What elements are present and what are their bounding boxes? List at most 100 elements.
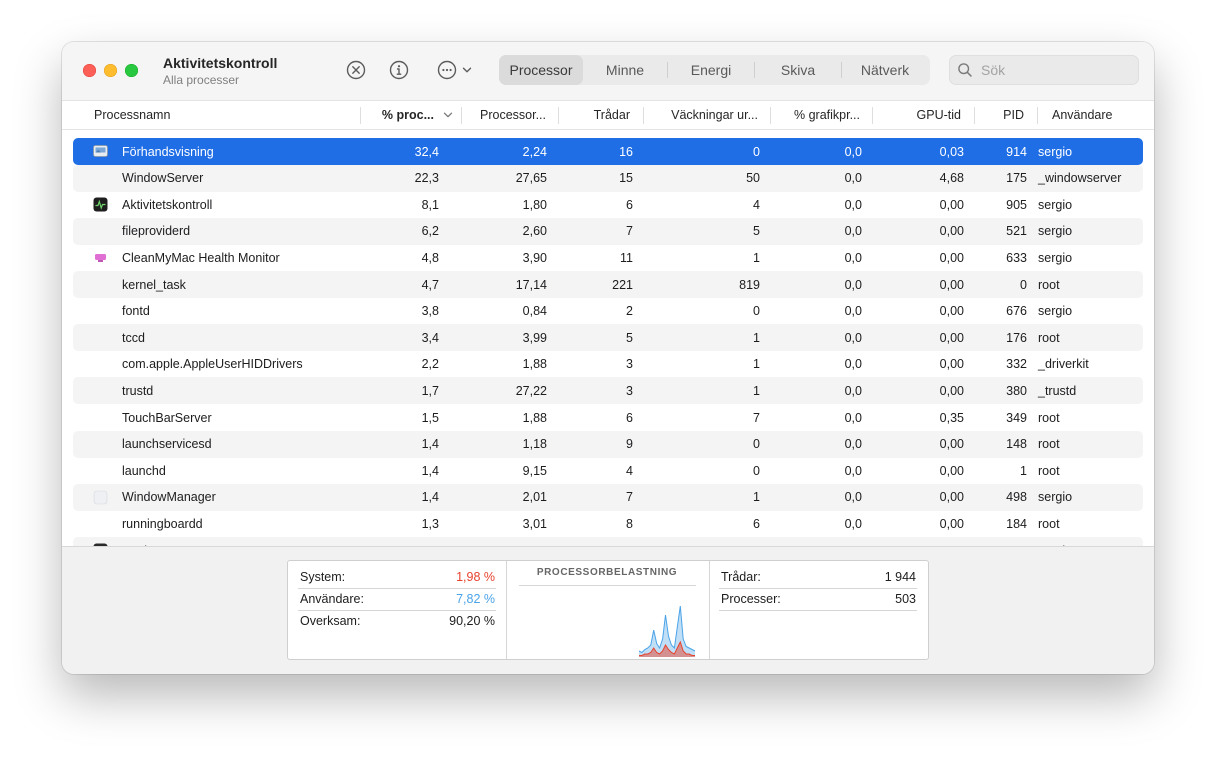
pid-cell: 498: [1006, 490, 1027, 505]
column-header-cpu-percent[interactable]: % proc...: [381, 108, 434, 122]
threads-cell: 16: [619, 144, 633, 159]
cpu-percent-cell: 1,4: [421, 437, 439, 452]
table-row[interactable]: com.apple.AppleUserHIDDrivers 2,2 1,88 3 1 0,…: [73, 351, 1143, 378]
pid-cell: 0: [1020, 277, 1027, 292]
more-actions-menu[interactable]: [434, 59, 474, 81]
table-row[interactable]: Förhandsvisning 32,4 2,24 16 0 0,0 0,03 914 serg…: [73, 138, 1143, 165]
pid-cell: 649: [976, 537, 1027, 547]
ellipsis-circle-icon: [437, 60, 457, 80]
user-cell: sergio: [1038, 304, 1073, 319]
cpu-percent-cell: 3,4: [421, 330, 439, 345]
threads-cell: 2: [626, 304, 633, 319]
cpu-percent-cell: 3,8: [421, 304, 439, 319]
idle-wakeups-cell: 0: [753, 463, 760, 478]
tab-energi[interactable]: Energi: [690, 62, 732, 78]
threads-cell: 3: [626, 357, 633, 372]
threads-cell: 7: [626, 490, 633, 505]
pid-cell: 914: [1006, 144, 1027, 159]
process-name-cell: launchservicesd: [122, 437, 212, 452]
user-cell: sergio: [1038, 144, 1073, 159]
column-header-gpu-percent[interactable]: % grafikpr...: [794, 108, 860, 122]
cpu-time-cell: 2,24: [522, 144, 547, 159]
cpu-percent-cell: 8,1: [421, 197, 439, 212]
table-row[interactable]: trustd 1,7 27,22 3 1 0,0 0,00 380 _trustd: [73, 377, 1143, 405]
tab-skiva[interactable]: Skiva: [780, 62, 816, 78]
column-header-process-name[interactable]: Processnamn: [94, 108, 171, 122]
pid-cell: 676: [1006, 304, 1027, 319]
tab-processor[interactable]: Processor: [499, 55, 583, 85]
table-row[interactable]: Dock1,1 3,18 8 11 0,0 0,00 649 sergio: [73, 537, 1143, 546]
idle-wakeups-cell: 1: [753, 357, 760, 372]
table-row[interactable]: fontd 3,8 0,84 2 0 0,0 0,00 676 sergio: [73, 298, 1143, 325]
column-header-gpu-time[interactable]: GPU-tid: [916, 108, 961, 122]
table-row[interactable]: TouchBarServer 1,5 1,88 6 7 0,0 0,35 349 root: [73, 404, 1143, 431]
cpu-percent-cell: 1,3: [421, 516, 439, 531]
process-name-cell: com.apple.AppleUserHIDDrivers: [122, 357, 303, 372]
zoom-window-button[interactable]: [125, 64, 138, 77]
cpu-load-graph: [638, 606, 696, 657]
stat-user: Användare: 7,82 %: [300, 588, 495, 610]
table-row[interactable]: launchservicesd 1,4 1,18 9 0 0,0 0,00 148 root: [73, 430, 1143, 458]
table-row[interactable]: kernel_task 4,7 17,14 221 819 0,0 0,00 0 root: [73, 271, 1143, 298]
column-header-threads[interactable]: Trådar: [593, 108, 630, 122]
table-row[interactable]: Aktivitetskontroll 8,1 1,80 6 4 0,0 0,00 905 ser…: [73, 191, 1143, 218]
table-header: Processnamn % proc... Processor... Tråda…: [62, 100, 1154, 130]
table-row[interactable]: launchd 1,4 9,15 4 0 0,0 0,00 1 root: [73, 457, 1143, 484]
column-header-user[interactable]: Användare: [1052, 108, 1113, 122]
column-header-cpu-time[interactable]: Processor...: [480, 108, 546, 122]
cpu-time-cell: 17,14: [515, 277, 547, 292]
table-row[interactable]: fileproviderd 6,2 2,60 7 5 0,0 0,00 521 sergio: [73, 217, 1143, 245]
cpu-time-cell: 1,88: [522, 410, 547, 425]
process-name-cell: WindowServer: [122, 171, 204, 186]
process-name-cell: Förhandsvisning: [122, 144, 214, 159]
process-name-cell: tccd: [122, 330, 145, 345]
column-header-pid[interactable]: PID: [1003, 108, 1024, 122]
cpu-percent-cell: 1,4: [421, 490, 439, 505]
table-row[interactable]: WindowServer 22,3 27,65 15 50 0,0 4,68 175 _wind…: [73, 164, 1143, 192]
search-field[interactable]: [949, 55, 1139, 85]
inspect-process-button[interactable]: [388, 59, 410, 81]
gpu-time-cell: 0,00: [939, 463, 964, 478]
gpu-time-cell: 4,68: [939, 171, 964, 186]
minimize-window-button[interactable]: [104, 64, 117, 77]
column-header-idle-wakeups[interactable]: Väckningar ur...: [671, 108, 758, 122]
cpu-time-cell: 2,60: [522, 224, 547, 239]
threads-cell: 9: [626, 437, 633, 452]
gpu-percent-cell: 0,0: [844, 490, 862, 505]
table-row[interactable]: CleanMyMac Health Monitor 4,8 3,90 11 1 0,0 0,…: [73, 244, 1143, 271]
cpu-time-cell: 9,15: [522, 463, 547, 478]
tab-minne[interactable]: Minne: [605, 62, 645, 78]
cpu-percent-cell: 1,1: [362, 537, 439, 547]
gpu-time-cell: 0,00: [939, 516, 964, 531]
tab-divider: [841, 62, 842, 78]
idle-wakeups-cell: 6: [753, 516, 760, 531]
idle-wakeups-cell: 4: [753, 197, 760, 212]
search-input[interactable]: [979, 61, 1133, 79]
stat-idle-label: Overksam:: [300, 614, 361, 628]
cpu-percent-cell: 4,7: [421, 277, 439, 292]
close-window-button[interactable]: [83, 64, 96, 77]
stat-idle: Overksam: 90,20 %: [300, 610, 495, 632]
window-manager-icon: [93, 490, 108, 505]
gpu-time-cell: 0,00: [939, 224, 964, 239]
pid-cell: 148: [1006, 437, 1027, 452]
stop-process-button[interactable]: [345, 59, 367, 81]
table-row[interactable]: WindowManager 1,4 2,01 7 1 0,0 0,00 498 sergio: [73, 483, 1143, 511]
threads-cell: 7: [626, 224, 633, 239]
pid-cell: 176: [1006, 330, 1027, 345]
table-row[interactable]: runningboardd 1,3 3,01 8 6 0,0 0,00 184 root: [73, 510, 1143, 537]
table-row[interactable]: tccd 3,4 3,99 5 1 0,0 0,00 176 root: [73, 324, 1143, 352]
process-name-cell: kernel_task: [122, 277, 186, 292]
gpu-time-cell: 0,00: [939, 304, 964, 319]
stat-user-value: 7,82 %: [456, 592, 495, 606]
activity-monitor-window: Aktivitetskontroll Alla processer: [62, 42, 1154, 674]
gpu-time-cell: 0,00: [939, 250, 964, 265]
user-cell: root: [1038, 277, 1060, 292]
cpu-time-cell: 1,80: [522, 197, 547, 212]
pid-cell: 175: [1006, 171, 1027, 186]
process-name-cell: WindowManager: [122, 490, 216, 505]
process-name-cell: launchd: [122, 463, 166, 478]
tab-natverk[interactable]: Nätverk: [860, 62, 910, 78]
preview-app-icon: [93, 144, 108, 159]
cpu-time-cell: 3,01: [522, 516, 547, 531]
